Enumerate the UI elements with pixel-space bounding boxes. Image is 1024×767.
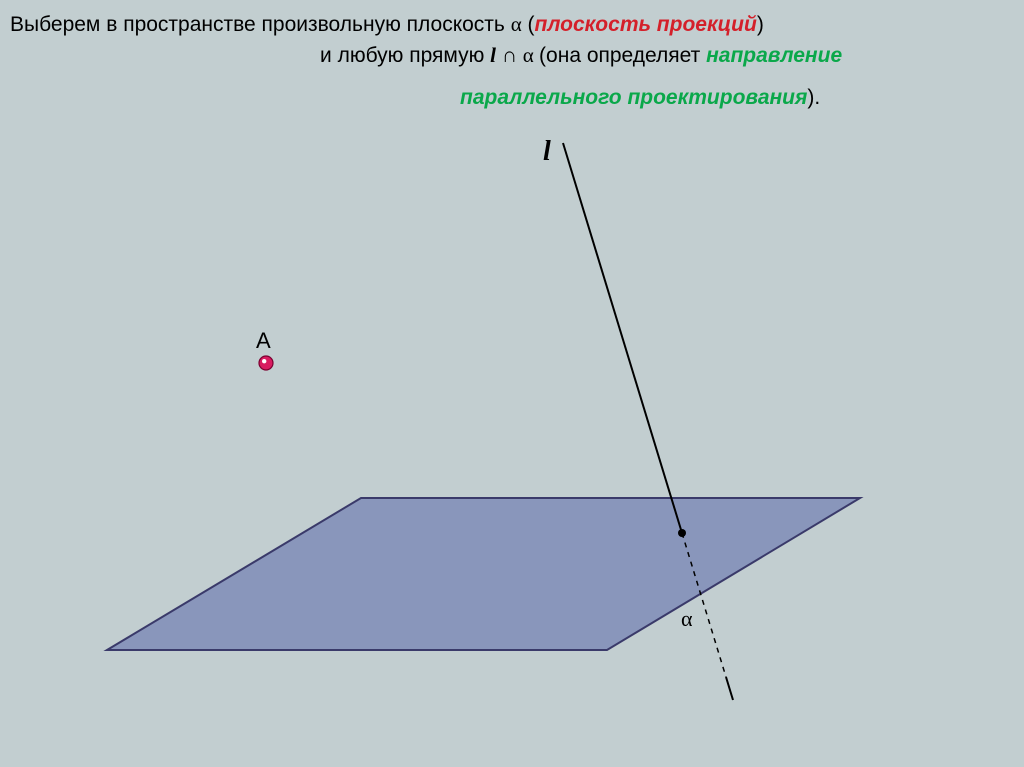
diagram-canvas [0,0,1024,767]
background [0,0,1024,767]
intro-line-3: параллельного проектирования). [460,86,820,110]
label-l: l [543,136,551,168]
label-a: A [256,328,271,354]
intro-line-2: и любую прямую l ∩ α (она определяет нап… [320,43,842,68]
intro-line-1: Выберем в пространстве произвольную плос… [10,12,764,37]
label-alpha: α [681,606,693,632]
intersection-point [678,529,686,537]
point-a [259,356,273,370]
